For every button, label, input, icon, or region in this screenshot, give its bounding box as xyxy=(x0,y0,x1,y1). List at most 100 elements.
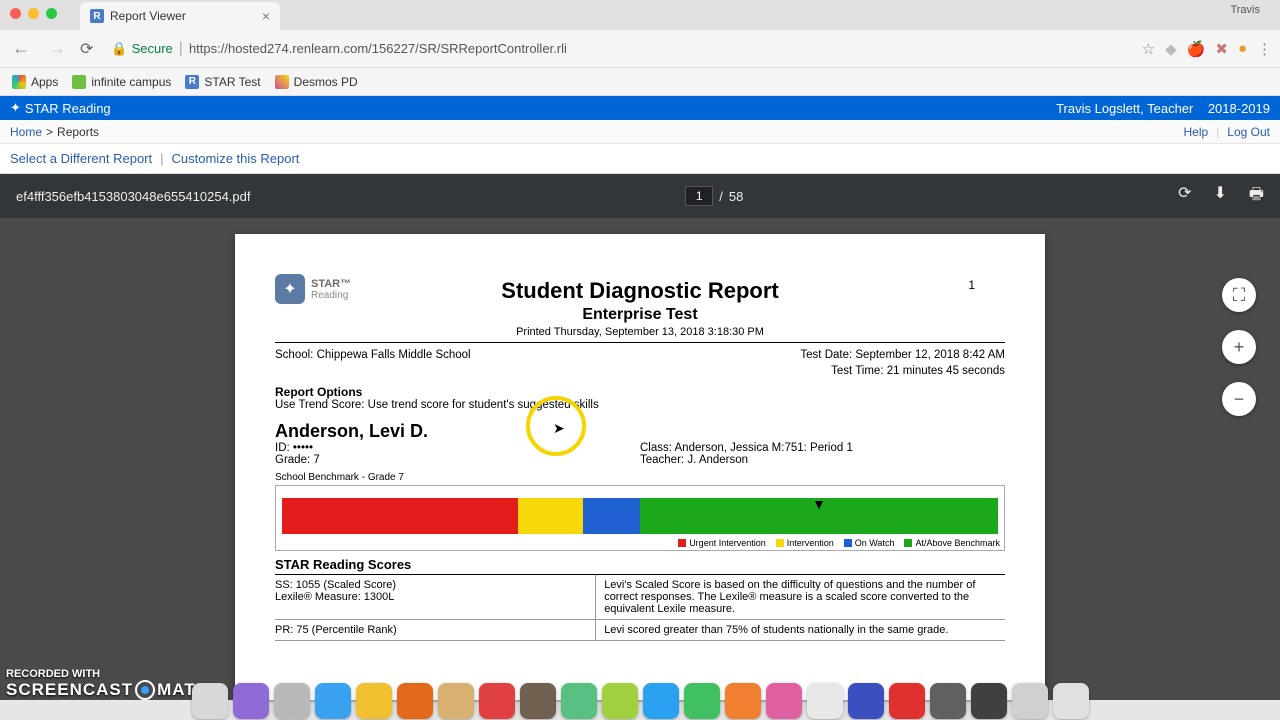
dock-app[interactable] xyxy=(274,683,310,719)
id-value: ••••• xyxy=(293,442,313,454)
dock-app[interactable] xyxy=(233,683,269,719)
screencast-watermark: RECORDED WITH SCREENCAST MATIC xyxy=(6,668,215,700)
dock-app[interactable] xyxy=(848,683,884,719)
dock-app[interactable] xyxy=(643,683,679,719)
report-title: Student Diagnostic Report xyxy=(275,278,1005,304)
bookmark-item[interactable]: R STAR Test xyxy=(185,75,260,89)
meta-row: Test Time: 21 minutes 45 seconds xyxy=(275,363,1005,379)
breadcrumb-current: Reports xyxy=(57,125,99,139)
app-year: 2018-2019 xyxy=(1208,101,1270,116)
extension-icons: ☆ ◆ 🍎 ✖ ● ⋮ xyxy=(1142,40,1272,58)
pdf-page-indicator: / 58 xyxy=(685,186,743,206)
dock-app[interactable] xyxy=(315,683,351,719)
minimize-window-button[interactable] xyxy=(28,8,39,19)
url-bar[interactable]: 🔒 Secure | https://hosted274.renlearn.co… xyxy=(103,36,1131,62)
window-controls xyxy=(10,8,57,19)
dock-app[interactable] xyxy=(889,683,925,719)
dock-app[interactable] xyxy=(930,683,966,719)
zoom-out-button[interactable]: − xyxy=(1222,382,1256,416)
ext-icon[interactable]: 🍎 xyxy=(1187,40,1206,58)
select-report-link[interactable]: Select a Different Report xyxy=(10,151,152,166)
browser-tab-strip: R Report Viewer × Travis xyxy=(0,0,1280,30)
menu-icon[interactable]: ⋮ xyxy=(1257,40,1272,58)
dock-app[interactable] xyxy=(192,683,228,719)
bookmark-favicon: R xyxy=(185,75,199,89)
breadcrumb-home[interactable]: Home xyxy=(10,125,42,139)
dock-app[interactable] xyxy=(766,683,802,719)
customize-report-link[interactable]: Customize this Report xyxy=(172,151,300,166)
legend-item: Urgent Intervention xyxy=(678,538,766,548)
benchmark-segment xyxy=(518,498,582,534)
pdf-viewport[interactable]: ✦ STAR™ Reading 1 Student Diagnostic Rep… xyxy=(0,218,1280,700)
dock-app[interactable] xyxy=(479,683,515,719)
dock-app[interactable] xyxy=(356,683,392,719)
print-icon[interactable]: 🖶 xyxy=(1249,183,1264,210)
star-logo-icon: ✦ xyxy=(275,274,305,304)
star-icon[interactable]: ☆ xyxy=(1142,40,1155,58)
tab-favicon: R xyxy=(90,9,104,23)
pdf-zoom-controls: ⛶ + − xyxy=(1222,278,1256,416)
logo-line2: Reading xyxy=(311,290,351,301)
bookmark-item[interactable]: Desmos PD xyxy=(275,75,358,89)
macos-dock[interactable] xyxy=(0,702,1280,720)
scores-header: STAR Reading Scores xyxy=(275,557,1005,575)
id-label: ID: xyxy=(275,442,290,454)
bookmark-favicon xyxy=(72,75,86,89)
pdf-page-input[interactable] xyxy=(685,186,713,206)
grade-value: 7 xyxy=(313,454,319,466)
ext-icon[interactable]: ● xyxy=(1238,40,1247,57)
ext-icon[interactable]: ◆ xyxy=(1165,40,1177,58)
logo-text: STAR™ Reading xyxy=(311,278,351,301)
bookmark-label: STAR Test xyxy=(204,75,260,89)
bookmark-label: Desmos PD xyxy=(294,75,358,89)
secure-label: Secure xyxy=(132,41,173,56)
dock-app[interactable] xyxy=(561,683,597,719)
pdf-tools: ⟳ ⬇ 🖶 xyxy=(1178,183,1264,210)
class-value: Anderson, Jessica M:751: Period 1 xyxy=(675,442,853,454)
logout-link[interactable]: Log Out xyxy=(1227,125,1270,139)
help-link[interactable]: Help xyxy=(1183,125,1208,139)
app-logo-icon: ✦ xyxy=(10,100,21,116)
student-meta: ID: ••••• Grade: 7 Class: Anderson, Jess… xyxy=(275,442,1005,466)
dock-app[interactable] xyxy=(1012,683,1048,719)
dock-app[interactable] xyxy=(520,683,556,719)
secure-indicator: 🔒 Secure xyxy=(111,41,172,57)
tab-close-button[interactable]: × xyxy=(262,8,270,24)
close-window-button[interactable] xyxy=(10,8,21,19)
test-date-label: Test Date: xyxy=(800,349,852,361)
app-title: STAR Reading xyxy=(25,101,111,116)
school-label: School: xyxy=(275,349,313,361)
class-label: Class: xyxy=(640,442,672,454)
forward-button[interactable]: → xyxy=(44,38,70,59)
reload-button[interactable]: ⟳ xyxy=(80,39,93,59)
benchmark-legend: Urgent InterventionInterventionOn WatchA… xyxy=(280,538,1000,548)
zoom-in-button[interactable]: + xyxy=(1222,330,1256,364)
dock-app[interactable] xyxy=(1053,683,1089,719)
rotate-icon[interactable]: ⟳ xyxy=(1178,183,1191,210)
dock-app[interactable] xyxy=(602,683,638,719)
bookmark-favicon xyxy=(275,75,289,89)
watermark-ring-icon xyxy=(135,680,155,700)
ext-icon[interactable]: ✖ xyxy=(1215,40,1228,58)
dock-app[interactable] xyxy=(971,683,1007,719)
apps-shortcut[interactable]: Apps xyxy=(12,75,58,89)
dock-app[interactable] xyxy=(438,683,474,719)
dock-app[interactable] xyxy=(397,683,433,719)
fit-page-button[interactable]: ⛶ xyxy=(1222,278,1256,312)
logo-line1: STAR™ xyxy=(311,278,351,290)
back-button[interactable]: ← xyxy=(8,38,34,59)
url-text: https://hosted274.renlearn.com/156227/SR… xyxy=(189,41,567,56)
test-time-label: Test Time: xyxy=(831,365,883,377)
dock-app[interactable] xyxy=(684,683,720,719)
dock-app[interactable] xyxy=(725,683,761,719)
benchmark-segment xyxy=(583,498,640,534)
report-links-row: Select a Different Report | Customize th… xyxy=(0,144,1280,174)
bookmark-item[interactable]: infinite campus xyxy=(72,75,171,89)
download-icon[interactable]: ⬇ xyxy=(1213,183,1226,210)
maximize-window-button[interactable] xyxy=(46,8,57,19)
pdf-page-total: 58 xyxy=(729,189,743,204)
profile-label[interactable]: Travis xyxy=(1230,4,1260,16)
dock-app[interactable] xyxy=(807,683,843,719)
report-logo: ✦ STAR™ Reading xyxy=(275,274,351,304)
browser-tab[interactable]: R Report Viewer × xyxy=(80,2,280,30)
